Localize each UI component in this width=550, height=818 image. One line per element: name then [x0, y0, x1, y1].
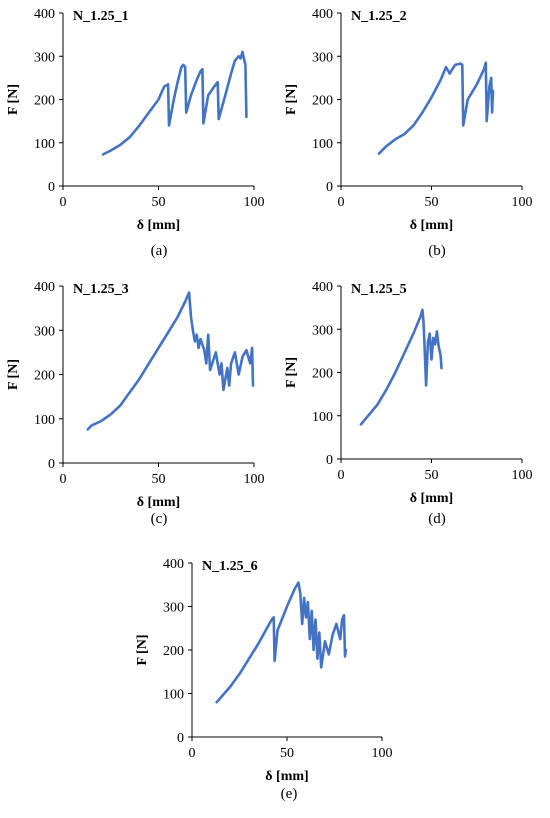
chart-title: N_1.25_2 — [351, 9, 407, 24]
panel-caption: (a) — [151, 243, 168, 259]
x-tick-label: 50 — [152, 472, 166, 487]
x-axis-label: δ [mm] — [137, 218, 180, 233]
panel-caption: (d) — [428, 511, 446, 527]
x-tick-label: 50 — [425, 468, 439, 483]
x-tick-label: 0 — [189, 746, 196, 761]
x-tick-label: 0 — [338, 195, 345, 210]
x-tick-label: 0 — [338, 468, 345, 483]
x-tick-label: 100 — [244, 195, 265, 210]
y-tick-label: 400 — [34, 280, 55, 295]
y-tick-label: 300 — [34, 50, 55, 65]
y-tick-label: 400 — [312, 280, 333, 295]
y-tick-label: 400 — [163, 557, 184, 572]
y-tick-label: 100 — [34, 137, 55, 152]
chart-panel-5: 0 100 200 300 400 0 50 100 δ [mm] F [N] N_1.25_6 (e… — [135, 557, 393, 802]
x-axis-label: δ [mm] — [410, 218, 453, 233]
chart-panel-2: 0 100 200 300 400 0 50 100 δ [mm] F [N] N_1.25_2 (b… — [284, 7, 533, 259]
y-tick-label: 100 — [312, 410, 333, 425]
chart-panel-1: 0 100 200 300 400 0 50 100 δ [mm] F [N] N_1.25_1 (a… — [6, 7, 265, 259]
x-tick-label: 100 — [372, 746, 393, 761]
x-tick-label: 50 — [425, 195, 439, 210]
chart-panel-3: 0 100 200 300 400 0 50 100 δ [mm] F [N] N_1.25_3 (c… — [6, 280, 265, 527]
y-tick-label: 300 — [312, 50, 333, 65]
panel-caption: (e) — [281, 786, 298, 802]
x-axis-label: δ [mm] — [265, 769, 308, 784]
panel-caption: (b) — [428, 243, 446, 259]
y-tick-label: 0 — [48, 457, 55, 472]
chart-panel-4: 0 100 200 300 400 0 50 100 δ [mm] F [N] N_1.25_5 (d… — [284, 280, 533, 527]
y-tick-label: 400 — [312, 7, 333, 22]
y-tick-label: 0 — [48, 180, 55, 195]
x-tick-label: 50 — [280, 746, 294, 761]
chart-title: N_1.25_6 — [202, 559, 258, 574]
y-axis-label: F [N] — [284, 357, 299, 388]
y-tick-label: 200 — [312, 94, 333, 109]
y-tick-label: 300 — [312, 323, 333, 338]
series-line-1 — [359, 308, 443, 426]
y-tick-label: 300 — [163, 601, 184, 616]
y-tick-label: 100 — [163, 688, 184, 703]
y-tick-label: 0 — [177, 731, 184, 746]
y-tick-label: 300 — [34, 324, 55, 339]
x-tick-label: 0 — [60, 195, 67, 210]
x-tick-label: 50 — [152, 195, 166, 210]
series-line-1 — [101, 50, 248, 156]
y-tick-label: 100 — [312, 137, 333, 152]
y-tick-label: 200 — [34, 369, 55, 384]
y-tick-label: 200 — [312, 367, 333, 382]
y-tick-label: 200 — [163, 644, 184, 659]
x-tick-label: 0 — [60, 472, 67, 487]
y-tick-label: 200 — [34, 94, 55, 109]
series-line-1 — [86, 291, 255, 431]
y-tick-label: 0 — [326, 453, 333, 468]
y-tick-label: 100 — [34, 413, 55, 428]
series-line-1 — [215, 581, 348, 704]
y-axis-label: F [N] — [6, 84, 21, 115]
x-tick-label: 100 — [244, 472, 265, 487]
x-tick-label: 100 — [512, 468, 533, 483]
panel-caption: (c) — [151, 511, 168, 527]
x-tick-label: 100 — [512, 195, 533, 210]
y-tick-label: 0 — [326, 180, 333, 195]
y-tick-label: 400 — [34, 7, 55, 22]
chart-title: N_1.25_5 — [351, 282, 407, 297]
chart-title: N_1.25_1 — [73, 9, 129, 24]
x-axis-label: δ [mm] — [137, 495, 180, 510]
y-axis-label: F [N] — [284, 84, 299, 115]
y-axis-label: F [N] — [135, 635, 150, 666]
series-line-1 — [377, 61, 495, 155]
x-axis-label: δ [mm] — [410, 491, 453, 506]
chart-title: N_1.25_3 — [73, 282, 129, 297]
y-axis-label: F [N] — [6, 359, 21, 390]
